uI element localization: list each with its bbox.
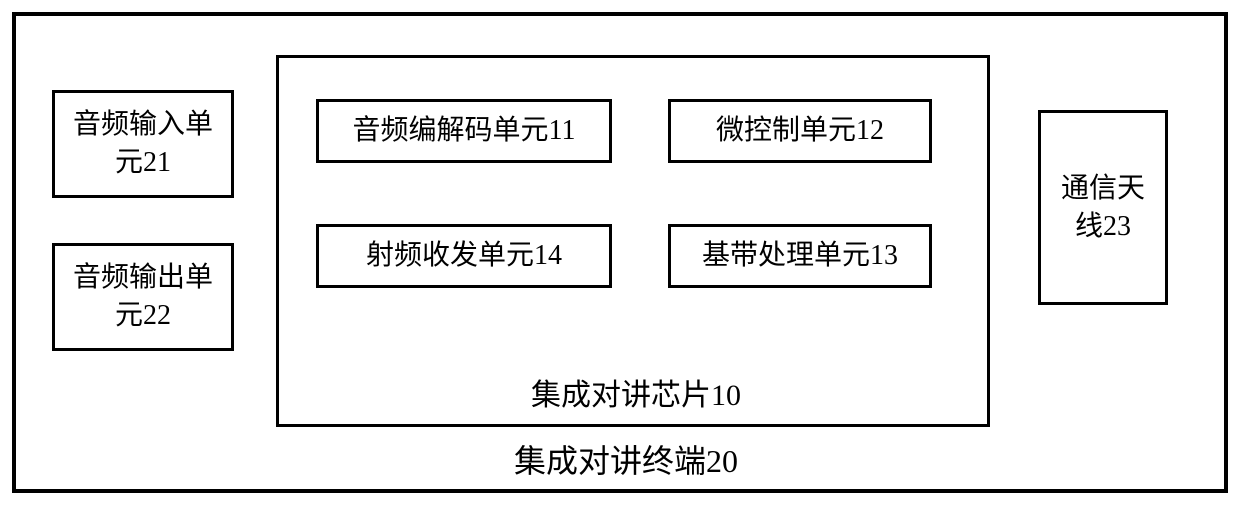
audio-input-21-box: 音频输入单 元21 [52,90,234,198]
terminal-20-label: 集成对讲终端20 [476,436,776,482]
antenna-23-label: 通信天 线23 [1061,170,1145,246]
audio-codec-11-box: 音频编解码单元11 [316,99,612,163]
chip-10-label: 集成对讲芯片10 [516,370,756,414]
mcu-12-box: 微控制单元12 [668,99,932,163]
audio-input-21-label: 音频输入单 元21 [73,106,213,182]
baseband-13-box: 基带处理单元13 [668,224,932,288]
audio-codec-11-label: 音频编解码单元11 [353,117,576,145]
mcu-12-label: 微控制单元12 [716,117,884,145]
antenna-23-box: 通信天 线23 [1038,110,1168,305]
audio-output-22-box: 音频输出单 元22 [52,243,234,351]
baseband-13-label: 基带处理单元13 [702,242,898,270]
rf-trx-14-box: 射频收发单元14 [316,224,612,288]
rf-trx-14-label: 射频收发单元14 [366,242,562,270]
audio-output-22-label: 音频输出单 元22 [73,259,213,335]
